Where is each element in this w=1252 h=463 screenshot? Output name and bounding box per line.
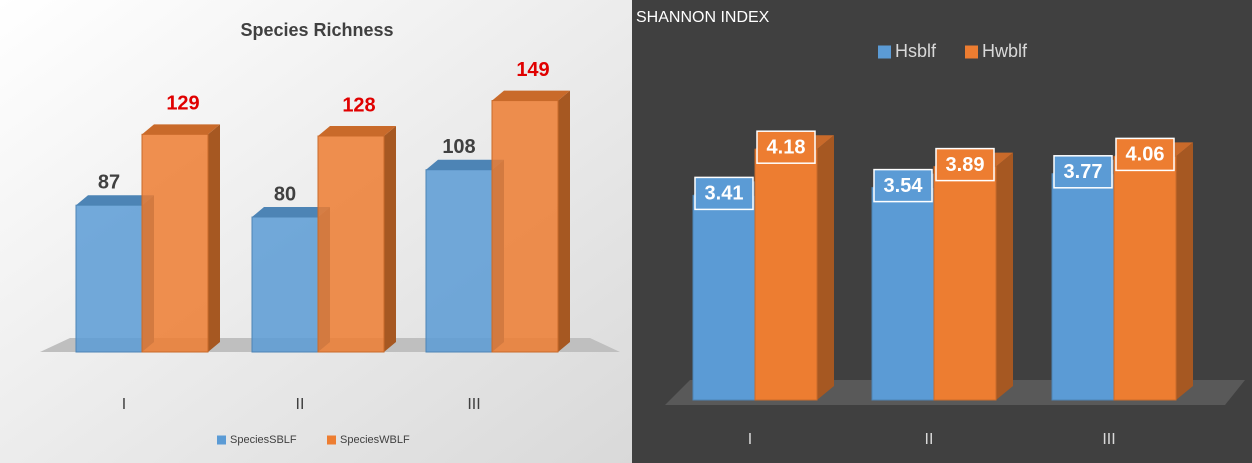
bar-side: [1176, 142, 1193, 400]
bar: [754, 148, 818, 401]
data-label: 3.41: [705, 183, 744, 205]
bar-top: [142, 124, 220, 135]
legend-swatch: [327, 435, 336, 445]
data-label: 4.06: [1126, 144, 1165, 166]
bar-top: [252, 207, 330, 217]
bar: [692, 194, 756, 401]
bar-side: [384, 126, 396, 352]
bar-side: [208, 124, 220, 352]
legend-label: Hwblf: [982, 41, 1028, 61]
legend-label: SpeciesWBLF: [340, 434, 410, 446]
data-label: 3.89: [946, 154, 985, 176]
bar: [871, 187, 935, 401]
bar: [933, 166, 997, 401]
legend-swatch: [217, 435, 226, 445]
bar: [1051, 173, 1115, 401]
data-label: 4.18: [767, 136, 806, 158]
data-label: 3.54: [884, 175, 924, 197]
bar-top: [426, 159, 504, 170]
legend-label: SpeciesSBLF: [230, 434, 297, 446]
bar: [141, 133, 209, 353]
bar-side: [817, 135, 834, 400]
data-label-box: [756, 130, 816, 164]
x-tick-label: I: [122, 396, 126, 413]
bar-side: [996, 152, 1013, 400]
bar: [75, 204, 143, 353]
bar: [425, 169, 493, 353]
data-label: 87: [98, 171, 120, 193]
data-label: 108: [442, 136, 475, 158]
legend-swatch: [878, 45, 891, 59]
data-label-box: [694, 176, 754, 211]
bar-top: [76, 195, 154, 206]
data-label: 128: [342, 94, 375, 116]
data-label-box: [873, 168, 933, 203]
legend-label: Hsblf: [895, 41, 937, 61]
data-label: 129: [166, 93, 199, 115]
data-label: 3.77: [1064, 161, 1103, 183]
bar: [1113, 155, 1177, 401]
x-tick-label: I: [748, 431, 752, 448]
legend-swatch: [965, 45, 978, 59]
bar-side: [558, 90, 570, 352]
x-tick-label: II: [925, 431, 934, 448]
bar-top: [492, 90, 570, 101]
bar-top: [318, 126, 396, 136]
x-tick-label: III: [1102, 431, 1115, 448]
chart-title: Species Richness: [240, 20, 393, 40]
data-label: 149: [516, 59, 549, 81]
x-tick-label: III: [467, 396, 480, 413]
data-label: 80: [274, 183, 296, 205]
bar: [491, 100, 559, 353]
x-tick-label: II: [296, 396, 305, 413]
data-label-box: [1115, 137, 1175, 172]
data-label-box: [1053, 155, 1113, 189]
bar: [317, 135, 385, 353]
bar: [251, 216, 319, 353]
chart-title: SHANNON INDEX: [636, 9, 770, 26]
data-label-box: [935, 147, 995, 182]
